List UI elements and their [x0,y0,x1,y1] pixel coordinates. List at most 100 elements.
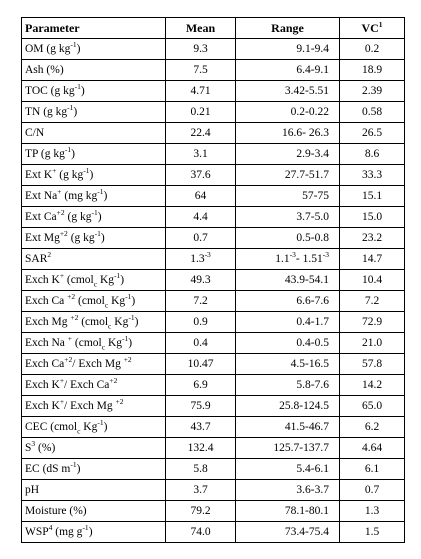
superscript: -1 [83,166,90,176]
text-run: 1.3 [190,253,205,265]
parameter-cell: SAR2 [21,248,166,270]
table-row: Ash (%) 7.5 6.4-9.1 18.9 [21,59,405,81]
vc-cell: 15.0 [339,206,405,228]
text-run: EC (dS m [25,463,71,475]
parameter-cell: Exch Mg +2 (cmolc Kg-1) [21,311,166,333]
vc-cell: 6.2 [339,416,405,438]
text-run: (cmol [72,337,102,349]
text-run: WSP [25,526,49,538]
text-run: Exch Ca [25,295,68,307]
parameter-cell: Exch Ca+2/ Exch Mg +2 [21,353,166,375]
superscript: -1 [82,523,89,533]
mean-cell: 79.2 [165,500,236,522]
parameter-cell: S3 (%) [21,437,166,459]
text-run: Ext K [25,169,53,181]
text-run: (g kg [56,169,84,181]
vc-cell: 4.64 [339,437,405,459]
superscript: -1 [128,313,135,323]
text-run: Exch Na [25,337,68,349]
text-run: Exch K [25,400,60,412]
header-cell: Parameter [21,17,166,39]
table-row: CEC (cmolc Kg-1) 43.7 41.5-46.7 6.2 [21,416,405,438]
parameter-cell: CEC (cmolc Kg-1) [21,416,166,438]
text-run: ) [134,316,139,328]
superscript: +2 [64,355,73,365]
text-run: (g kg [67,232,95,244]
superscript: +2 [70,313,79,323]
text-run: ) [131,295,136,307]
superscript: +2 [109,376,118,386]
range-cell: 3.7-5.0 [235,206,340,228]
parameter-cell: C/N [21,122,166,144]
text-run: SAR [25,253,48,265]
parameter-cell: TN (g kg-1) [21,101,166,123]
text-run: CEC (cmol [25,421,78,433]
mean-cell: 75.9 [165,395,236,417]
text-run: ) [76,463,81,475]
vc-cell: 18.9 [339,59,405,81]
superscript: -1 [91,208,98,218]
vc-cell: 15.1 [339,185,405,207]
data-table: Parameter Mean Range VC1 OM (g kg-1) 9.3 9.1-… [21,17,405,543]
range-cell: 43.9-54.1 [235,269,340,291]
parameter-cell: Exch Na + (cmolc Kg-1) [21,332,166,354]
range-cell: 4.5-16.5 [235,353,340,375]
superscript: + [59,376,65,386]
superscript: 4 [48,523,53,533]
text-run: ) [100,232,105,244]
text-run: (cmol [78,316,109,328]
mean-cell: 64 [165,185,236,207]
range-cell: 5.4-6.1 [235,458,340,480]
text-run: Kg [97,274,115,286]
text-run: Kg [111,316,129,328]
parameter-cell: pH [21,479,166,501]
range-cell: 5.8-7.6 [235,374,340,396]
table-row: TOC (g kg-1) 4.71 3.42-5.51 2.39 [21,80,405,102]
vc-cell: 23.2 [339,227,405,249]
text-run: (mg g [52,526,83,538]
vc-cell: 14.2 [339,374,405,396]
text-run: ) [73,106,78,118]
superscript: + [52,166,57,176]
range-cell: 0.4-1.7 [235,311,340,333]
table-row: Exch Ca +2 (cmolc Kg-1) 7.2 6.6-7.6 7.2 [21,290,405,312]
parameter-cell: Ext Mg+2 (g kg-1) [21,227,166,249]
range-cell: 16.6- 26.3 [235,122,340,144]
superscript: + [59,271,65,281]
range-cell: 125.7-137.7 [235,437,340,459]
table-row: S3 (%) 132.4 125.7-137.7 4.64 [21,437,405,459]
range-cell: 25.8-124.5 [235,395,340,417]
vc-cell: 6.1 [339,458,405,480]
subscript: c [101,342,106,352]
subscript: c [108,321,112,331]
text-run: 1.1 [275,253,290,265]
parameter-cell: Ash (%) [21,59,166,81]
vc-cell: 65.0 [339,395,405,417]
header-row: Parameter Mean Range VC1 [21,17,405,39]
table-row: Exch K+ (cmolc Kg-1) 49.3 43.9-54.1 10.4 [21,269,405,291]
superscript: -3 [204,250,211,260]
mean-cell: 22.4 [165,122,236,144]
vc-cell: 10.4 [339,269,405,291]
table-row: Ext Mg+2 (g kg-1) 0.7 0.5-0.8 23.2 [21,227,405,249]
superscript: -1 [97,418,104,428]
parameter-cell: Ext K+ (g kg-1) [21,164,166,186]
parameter-cell: OM (g kg-1) [21,38,166,60]
vc-cell: 21.0 [339,332,405,354]
range-cell: 0.2-0.22 [235,101,340,123]
superscript: -1 [94,229,101,239]
parameter-cell: Moisture (%) [21,500,166,522]
text-run: Kg [105,337,123,349]
superscript: +2 [123,355,132,365]
superscript: -1 [114,271,121,281]
range-cell: 27.7-51.7 [235,164,340,186]
parameter-cell: TOC (g kg-1) [21,80,166,102]
mean-cell: 43.7 [165,416,236,438]
table-row: Exch Na + (cmolc Kg-1) 0.4 0.4-0.5 21.0 [21,332,405,354]
vc-cell: 7.2 [339,290,405,312]
vc-cell: 8.6 [339,143,405,165]
text-run: (%) [35,442,56,454]
text-run: / Exch Ca [64,379,110,391]
range-cell: 57-75 [235,185,340,207]
table-row: Moisture (%) 79.2 78.1-80.1 1.3 [21,500,405,522]
